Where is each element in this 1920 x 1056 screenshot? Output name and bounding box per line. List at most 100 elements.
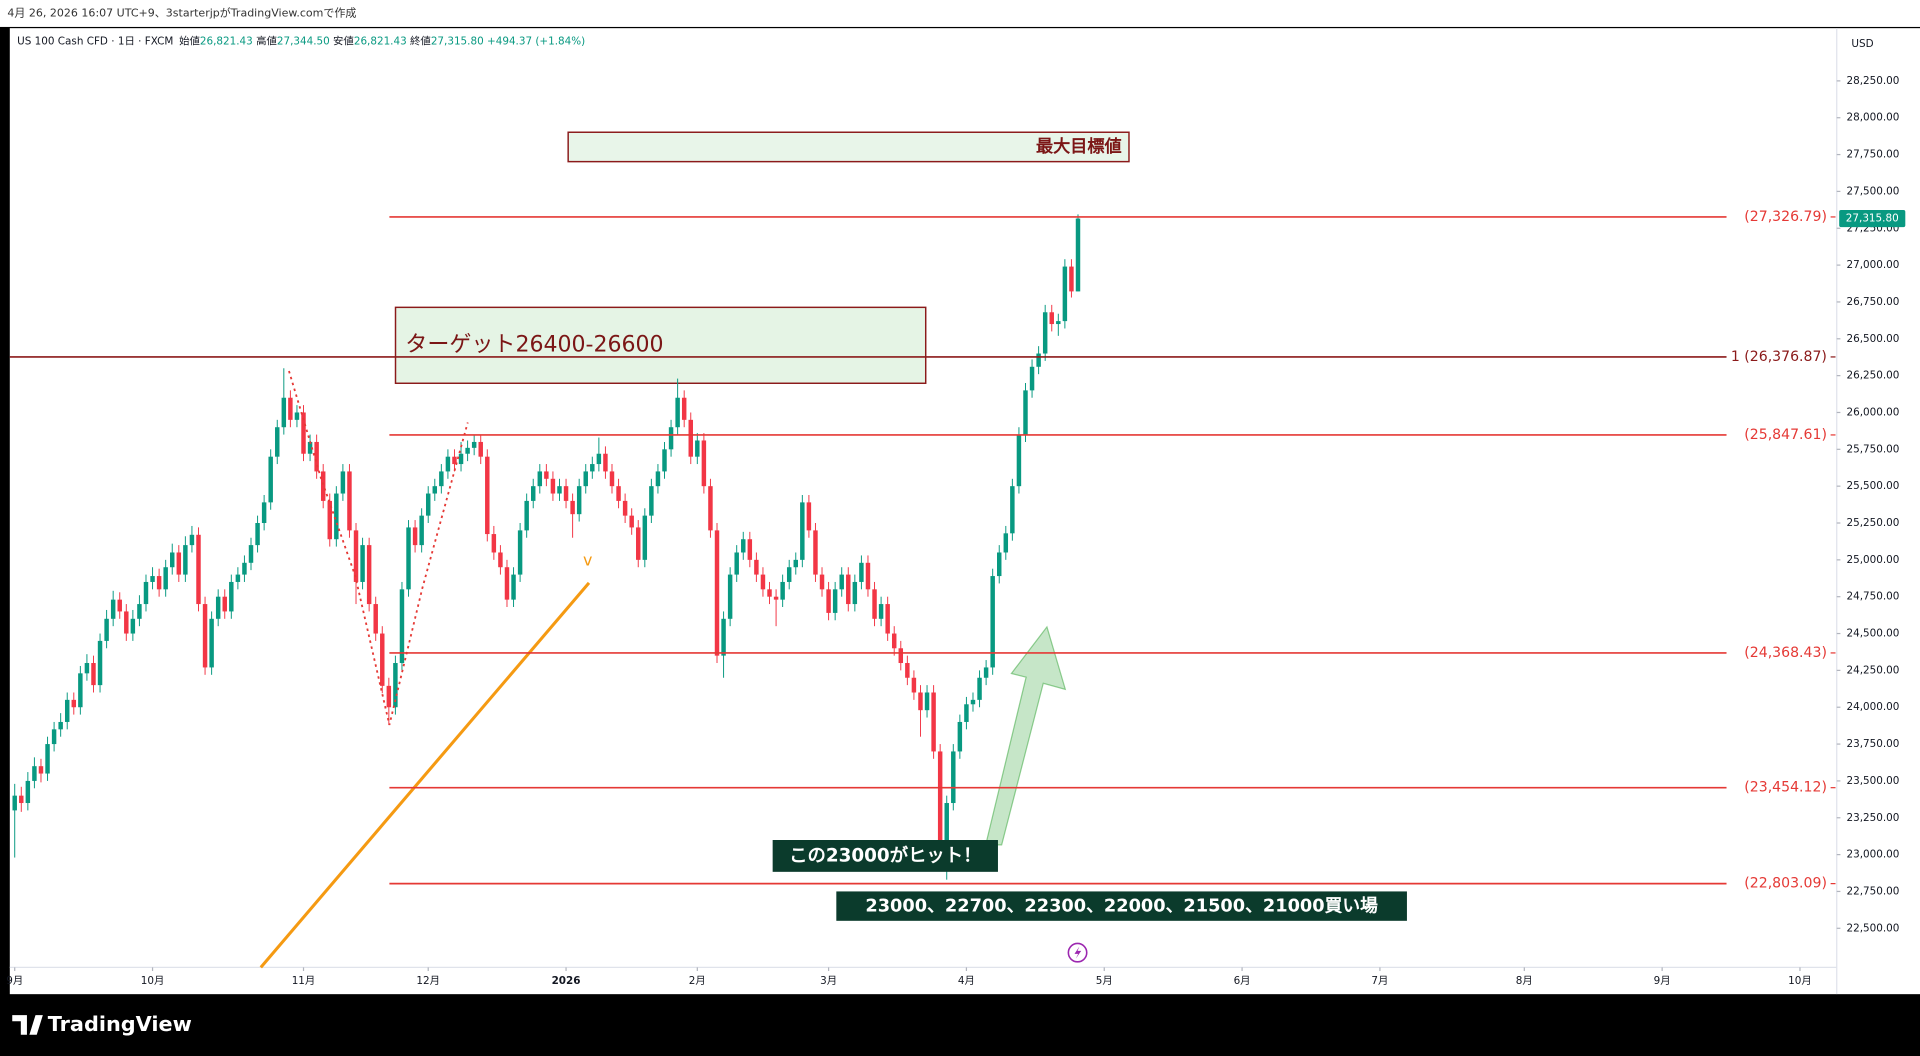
- x-tick-label: 10月: [141, 975, 165, 987]
- y-tick-label: 24,750.00: [1847, 591, 1900, 603]
- x-tick-label: 5月: [1096, 975, 1113, 987]
- candle-body: [675, 397, 680, 428]
- candle-body: [261, 502, 267, 524]
- candle-body: [681, 397, 687, 420]
- candle-body: [215, 596, 221, 619]
- y-tick-label: 22,750.00: [1847, 885, 1900, 897]
- candle-body: [1062, 266, 1068, 322]
- candle-body: [596, 453, 602, 465]
- footer-bar: [0, 994, 1920, 1056]
- candle-body: [970, 699, 976, 705]
- candle-body: [937, 751, 943, 845]
- candle-body: [793, 559, 799, 568]
- candle-body: [242, 562, 247, 575]
- candle-body: [91, 663, 96, 686]
- candle-body: [786, 567, 792, 582]
- candle-body: [366, 545, 372, 605]
- high-label: 高値: [256, 35, 277, 48]
- candle-body: [425, 493, 431, 516]
- up-arrow: [984, 625, 1067, 846]
- candles: [12, 214, 1081, 880]
- y-tick-label: 23,500.00: [1847, 775, 1900, 787]
- candle-body: [1036, 353, 1041, 367]
- y-tick-label: 23,750.00: [1847, 738, 1900, 750]
- candle-body: [209, 618, 214, 668]
- candle-body: [25, 780, 31, 804]
- zones: 最大目標値 ターゲット26400-26600: [394, 131, 1130, 384]
- y-tick-label: 27,500.00: [1847, 185, 1900, 197]
- candle-body: [504, 567, 510, 600]
- candle-body: [622, 500, 628, 516]
- candle-body: [846, 574, 851, 605]
- candle-body: [924, 692, 930, 711]
- candle-body: [439, 471, 444, 487]
- x-tick-label: 11月: [292, 975, 316, 987]
- candle-body: [714, 530, 720, 656]
- candle-body: [498, 552, 503, 568]
- candle-body: [741, 539, 746, 553]
- candle-body: [478, 441, 483, 457]
- candle-body: [990, 576, 995, 668]
- candle-body: [649, 486, 654, 516]
- y-tick-label: 25,750.00: [1847, 443, 1900, 455]
- candle-body: [176, 552, 182, 575]
- candle-body: [898, 648, 904, 664]
- y-tick-label: 27,750.00: [1847, 149, 1900, 161]
- candle-body: [754, 559, 759, 575]
- x-tick-label: 7月: [1371, 975, 1388, 987]
- target-zone-box: [394, 306, 927, 384]
- candle-body: [629, 515, 634, 528]
- x-tick-label: 10月: [1788, 975, 1812, 987]
- event-icon[interactable]: [1067, 942, 1088, 963]
- target-zone-label: ターゲット26400-26600: [405, 332, 663, 357]
- candle-body: [590, 464, 595, 472]
- hit-note: この23000がヒット！: [789, 845, 981, 867]
- candle-body: [156, 576, 162, 590]
- y-tick-label: 26,000.00: [1847, 406, 1900, 418]
- candle-body: [399, 589, 405, 664]
- brand-icon: [12, 1015, 43, 1035]
- candle-body: [747, 539, 753, 560]
- pattern-mark: v: [583, 550, 592, 569]
- candle-body: [537, 471, 543, 487]
- candle-body: [275, 427, 280, 457]
- buy-zones-box: [836, 891, 1407, 921]
- candle-body: [1075, 218, 1081, 292]
- candle-body: [183, 545, 188, 575]
- candle-body: [465, 447, 470, 454]
- candle-body: [616, 486, 621, 501]
- candle-body: [997, 552, 1002, 577]
- candle-body: [983, 667, 989, 678]
- x-tick-label: 9月: [1654, 975, 1671, 987]
- candle-body: [320, 471, 326, 501]
- candle-body: [386, 685, 392, 708]
- candle-body: [222, 596, 227, 612]
- candle-body: [813, 530, 818, 575]
- candle-body: [583, 471, 588, 487]
- candle-body: [268, 456, 273, 503]
- candle-body: [531, 486, 536, 501]
- candle-body: [544, 471, 549, 479]
- candle-body: [406, 527, 411, 590]
- candle-body: [485, 456, 490, 535]
- candle-body: [1029, 366, 1035, 391]
- candle-body: [891, 633, 897, 649]
- y-tick-label: 22,500.00: [1847, 922, 1900, 934]
- x-tick-label: 2026: [552, 975, 581, 987]
- candle-body: [202, 604, 208, 668]
- candle-body: [865, 562, 871, 590]
- last-price-box: [1839, 209, 1906, 228]
- event-bolt: [1074, 946, 1082, 959]
- symbol: US 100 Cash CFD · 1日 · FXCM: [17, 36, 173, 48]
- x-tick-label: 6月: [1234, 975, 1251, 987]
- candle-body: [642, 515, 648, 560]
- candle-body: [721, 618, 726, 656]
- candle-body: [117, 599, 122, 612]
- candle-body: [760, 574, 766, 590]
- candle-body: [124, 611, 129, 634]
- candle-body: [1003, 533, 1009, 553]
- close-label: 終値: [410, 35, 431, 48]
- candle-body: [964, 704, 969, 722]
- brand: TradingView: [48, 1012, 192, 1036]
